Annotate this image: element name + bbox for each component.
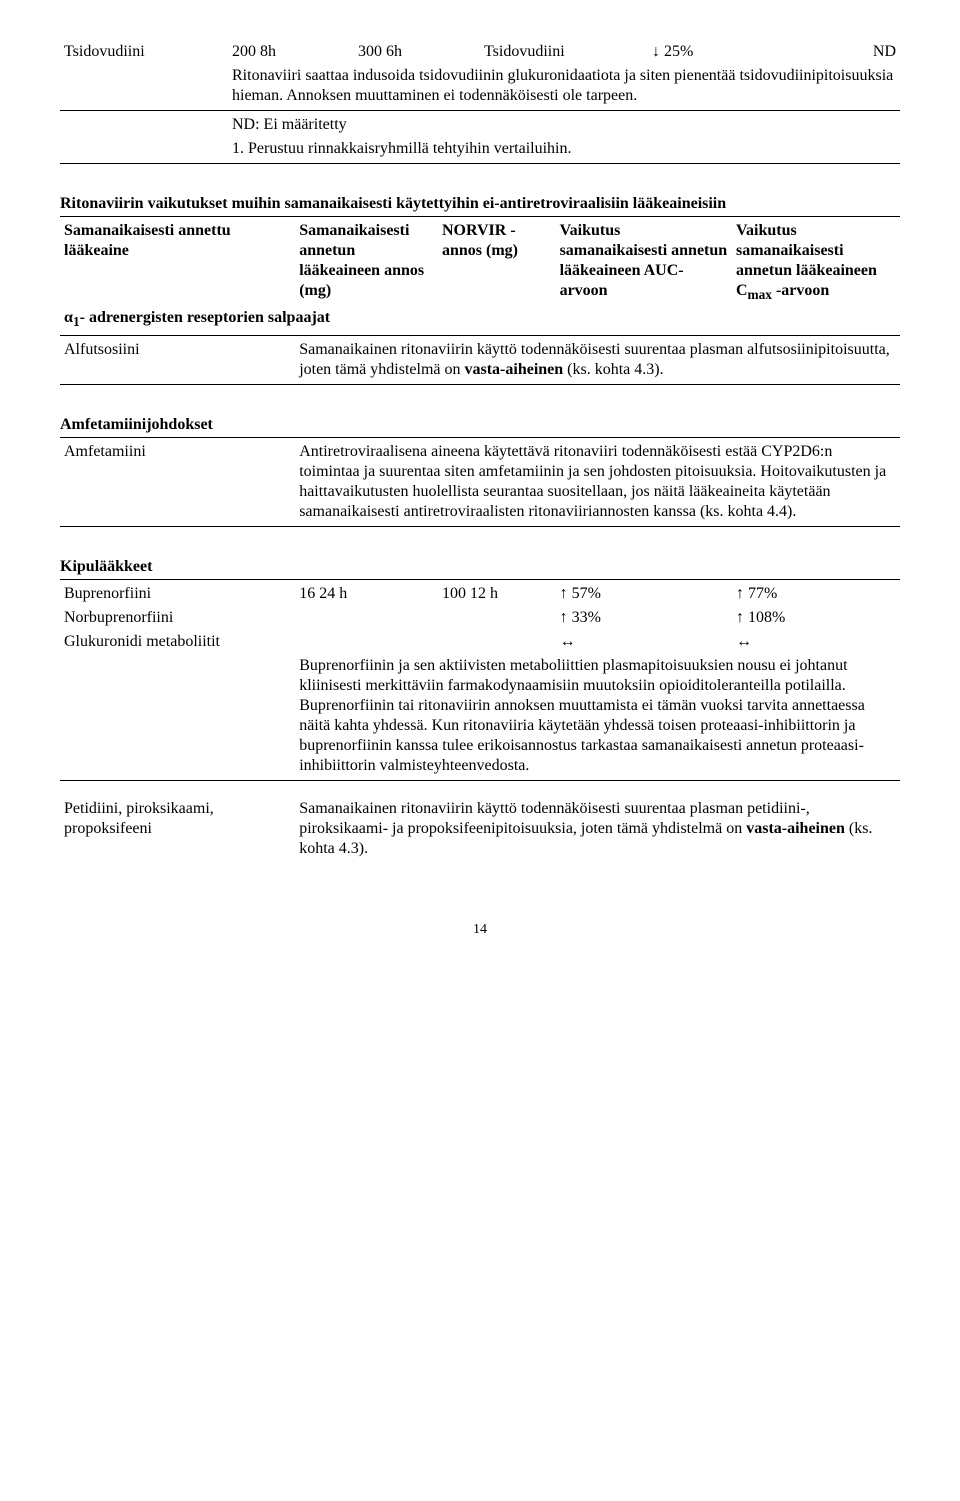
subheading: α1- adrenergisten reseptorien salpaajat bbox=[60, 306, 900, 333]
table-row: Petidiini, piroksikaami, propoksifeeni S… bbox=[60, 797, 900, 861]
cell: ↑ 108% bbox=[732, 606, 900, 630]
divider bbox=[60, 110, 900, 111]
col-header: Vaikutus samanaikaisesti annetun lääkeai… bbox=[732, 219, 900, 306]
table-row: Alfutsosiini Samanaikainen ritonaviirin … bbox=[60, 338, 900, 382]
section-heading: Amfetamiinijohdokset bbox=[60, 415, 900, 435]
cell: Glukuronidi metaboliitit bbox=[60, 630, 295, 654]
cell-text: Samanaikainen ritonaviirin käyttö todenn… bbox=[295, 797, 900, 861]
table-row: Glukuronidi metaboliitit ↔ ↔ bbox=[60, 630, 900, 654]
cell: ↔ bbox=[732, 630, 900, 654]
table-kipulaakkeet: Buprenorfiini 16 24 h 100 12 h ↑ 57% ↑ 7… bbox=[60, 582, 900, 778]
table-tsidovudiini: Tsidovudiini 200 8h 300 6h Tsidovudiini … bbox=[60, 40, 900, 108]
table-row: 1. Perustuu rinnakkaisryhmillä tehtyihin… bbox=[60, 137, 900, 161]
table-interactions: Samanaikaisesti annettu lääkeaine Samana… bbox=[60, 219, 900, 333]
col-header: Vaikutus samanaikaisesti annetun lääkeai… bbox=[556, 219, 732, 306]
page-number: 14 bbox=[60, 921, 900, 939]
col-header: Samanaikaisesti annettu lääkeaine bbox=[60, 219, 295, 306]
table-row: Tsidovudiini 200 8h 300 6h Tsidovudiini … bbox=[60, 40, 900, 64]
section-heading: Ritonaviirin vaikutukset muihin samanaik… bbox=[60, 194, 900, 214]
cell: Tsidovudiini bbox=[60, 40, 228, 64]
table-amfetamiini: Amfetamiini Antiretroviraalisena aineena… bbox=[60, 440, 900, 524]
divider bbox=[60, 335, 900, 336]
divider bbox=[60, 384, 900, 385]
table-row: α1- adrenergisten reseptorien salpaajat bbox=[60, 306, 900, 333]
cell: 100 12 h bbox=[438, 582, 556, 606]
table-row: Amfetamiini Antiretroviraalisena aineena… bbox=[60, 440, 900, 524]
cell: ↓ 25% bbox=[648, 40, 774, 64]
cell-text: Antiretroviraalisena aineena käytettävä … bbox=[295, 440, 900, 524]
table-row: Buprenorfiinin ja sen aktiivisten metabo… bbox=[60, 654, 900, 778]
divider bbox=[60, 437, 900, 438]
col-header: NORVIR -annos (mg) bbox=[438, 219, 556, 306]
divider bbox=[60, 163, 900, 164]
divider bbox=[60, 526, 900, 527]
divider bbox=[60, 216, 900, 217]
table-header-row: Samanaikaisesti annettu lääkeaine Samana… bbox=[60, 219, 900, 306]
cell-text: Samanaikainen ritonaviirin käyttö todenn… bbox=[295, 338, 900, 382]
cell: Amfetamiini bbox=[60, 440, 295, 524]
cell: Petidiini, piroksikaami, propoksifeeni bbox=[60, 797, 295, 861]
note-text: ND: Ei määritetty bbox=[228, 113, 900, 137]
table-row: Norbuprenorfiini ↑ 33% ↑ 108% bbox=[60, 606, 900, 630]
cell: 200 8h bbox=[228, 40, 354, 64]
cell: Buprenorfiini bbox=[60, 582, 295, 606]
col-header: Samanaikaisesti annetun lääkeaineen anno… bbox=[295, 219, 438, 306]
cell: ↑ 33% bbox=[556, 606, 732, 630]
note-text: Ritonaviiri saattaa indusoida tsidovudii… bbox=[228, 64, 900, 108]
cell: Alfutsosiini bbox=[60, 338, 295, 382]
cell: ND bbox=[774, 40, 900, 64]
table-row: Ritonaviiri saattaa indusoida tsidovudii… bbox=[60, 64, 900, 108]
cell: Norbuprenorfiini bbox=[60, 606, 295, 630]
note-text: 1. Perustuu rinnakkaisryhmillä tehtyihin… bbox=[228, 137, 900, 161]
note-text: Buprenorfiinin ja sen aktiivisten metabo… bbox=[295, 654, 900, 778]
section-heading: Kipulääkkeet bbox=[60, 557, 900, 577]
cell: ↔ bbox=[556, 630, 732, 654]
cell: 300 6h bbox=[354, 40, 480, 64]
cell: ↑ 57% bbox=[556, 582, 732, 606]
divider bbox=[60, 780, 900, 781]
cell: Tsidovudiini bbox=[480, 40, 648, 64]
cell: ↑ 77% bbox=[732, 582, 900, 606]
divider bbox=[60, 579, 900, 580]
table-row: ND: Ei määritetty bbox=[60, 113, 900, 137]
cell: 16 24 h bbox=[295, 582, 438, 606]
table-row: Buprenorfiini 16 24 h 100 12 h ↑ 57% ↑ 7… bbox=[60, 582, 900, 606]
